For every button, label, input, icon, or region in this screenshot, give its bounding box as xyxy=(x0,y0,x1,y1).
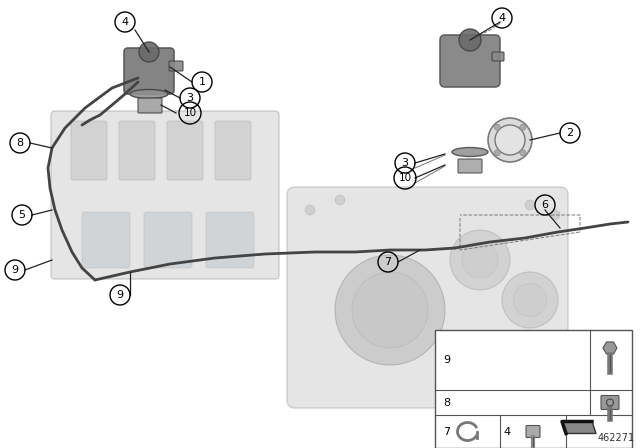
Circle shape xyxy=(462,242,498,278)
Circle shape xyxy=(352,272,428,348)
Circle shape xyxy=(459,29,481,51)
FancyBboxPatch shape xyxy=(287,187,568,408)
FancyBboxPatch shape xyxy=(526,426,540,438)
Circle shape xyxy=(335,255,445,365)
FancyBboxPatch shape xyxy=(492,52,504,61)
FancyBboxPatch shape xyxy=(169,61,183,71)
Text: 9: 9 xyxy=(443,355,450,365)
Ellipse shape xyxy=(452,147,488,156)
Circle shape xyxy=(450,230,510,290)
Text: 4: 4 xyxy=(503,426,510,436)
FancyBboxPatch shape xyxy=(119,121,155,180)
Text: 3: 3 xyxy=(401,158,408,168)
Circle shape xyxy=(494,124,500,130)
FancyBboxPatch shape xyxy=(144,212,192,268)
FancyBboxPatch shape xyxy=(71,121,107,180)
Ellipse shape xyxy=(130,90,168,99)
Circle shape xyxy=(305,205,315,215)
Ellipse shape xyxy=(488,118,532,162)
FancyBboxPatch shape xyxy=(82,212,130,268)
Text: 8: 8 xyxy=(443,397,450,408)
Text: 7: 7 xyxy=(443,426,450,436)
Text: 7: 7 xyxy=(385,257,392,267)
Text: 8: 8 xyxy=(17,138,24,148)
Circle shape xyxy=(139,42,159,62)
Text: 6: 6 xyxy=(541,200,548,210)
FancyBboxPatch shape xyxy=(206,212,254,268)
Circle shape xyxy=(535,385,545,395)
Text: 10: 10 xyxy=(399,173,412,183)
Polygon shape xyxy=(603,342,617,354)
Text: 9: 9 xyxy=(116,290,124,300)
Circle shape xyxy=(525,200,535,210)
Text: 10: 10 xyxy=(184,108,196,118)
Circle shape xyxy=(550,210,560,220)
Circle shape xyxy=(494,150,500,156)
Text: 5: 5 xyxy=(19,210,26,220)
FancyBboxPatch shape xyxy=(601,396,619,409)
Circle shape xyxy=(335,195,345,205)
FancyBboxPatch shape xyxy=(440,35,500,87)
Circle shape xyxy=(485,335,535,385)
Circle shape xyxy=(495,345,525,375)
FancyBboxPatch shape xyxy=(138,98,162,113)
FancyBboxPatch shape xyxy=(124,48,174,94)
Text: 462271: 462271 xyxy=(598,433,635,443)
FancyBboxPatch shape xyxy=(51,111,279,279)
Text: 3: 3 xyxy=(186,93,193,103)
FancyBboxPatch shape xyxy=(458,159,482,173)
Text: 4: 4 xyxy=(499,13,506,23)
FancyBboxPatch shape xyxy=(215,121,251,180)
Text: 9: 9 xyxy=(12,265,19,275)
FancyBboxPatch shape xyxy=(167,121,203,180)
Circle shape xyxy=(520,124,525,130)
Ellipse shape xyxy=(495,125,525,155)
Circle shape xyxy=(513,283,547,317)
Circle shape xyxy=(502,272,558,328)
Circle shape xyxy=(520,150,525,156)
Text: 1: 1 xyxy=(198,77,205,87)
Polygon shape xyxy=(562,422,596,434)
Text: 2: 2 xyxy=(566,128,573,138)
Bar xyxy=(435,330,632,448)
Text: 4: 4 xyxy=(122,17,129,27)
